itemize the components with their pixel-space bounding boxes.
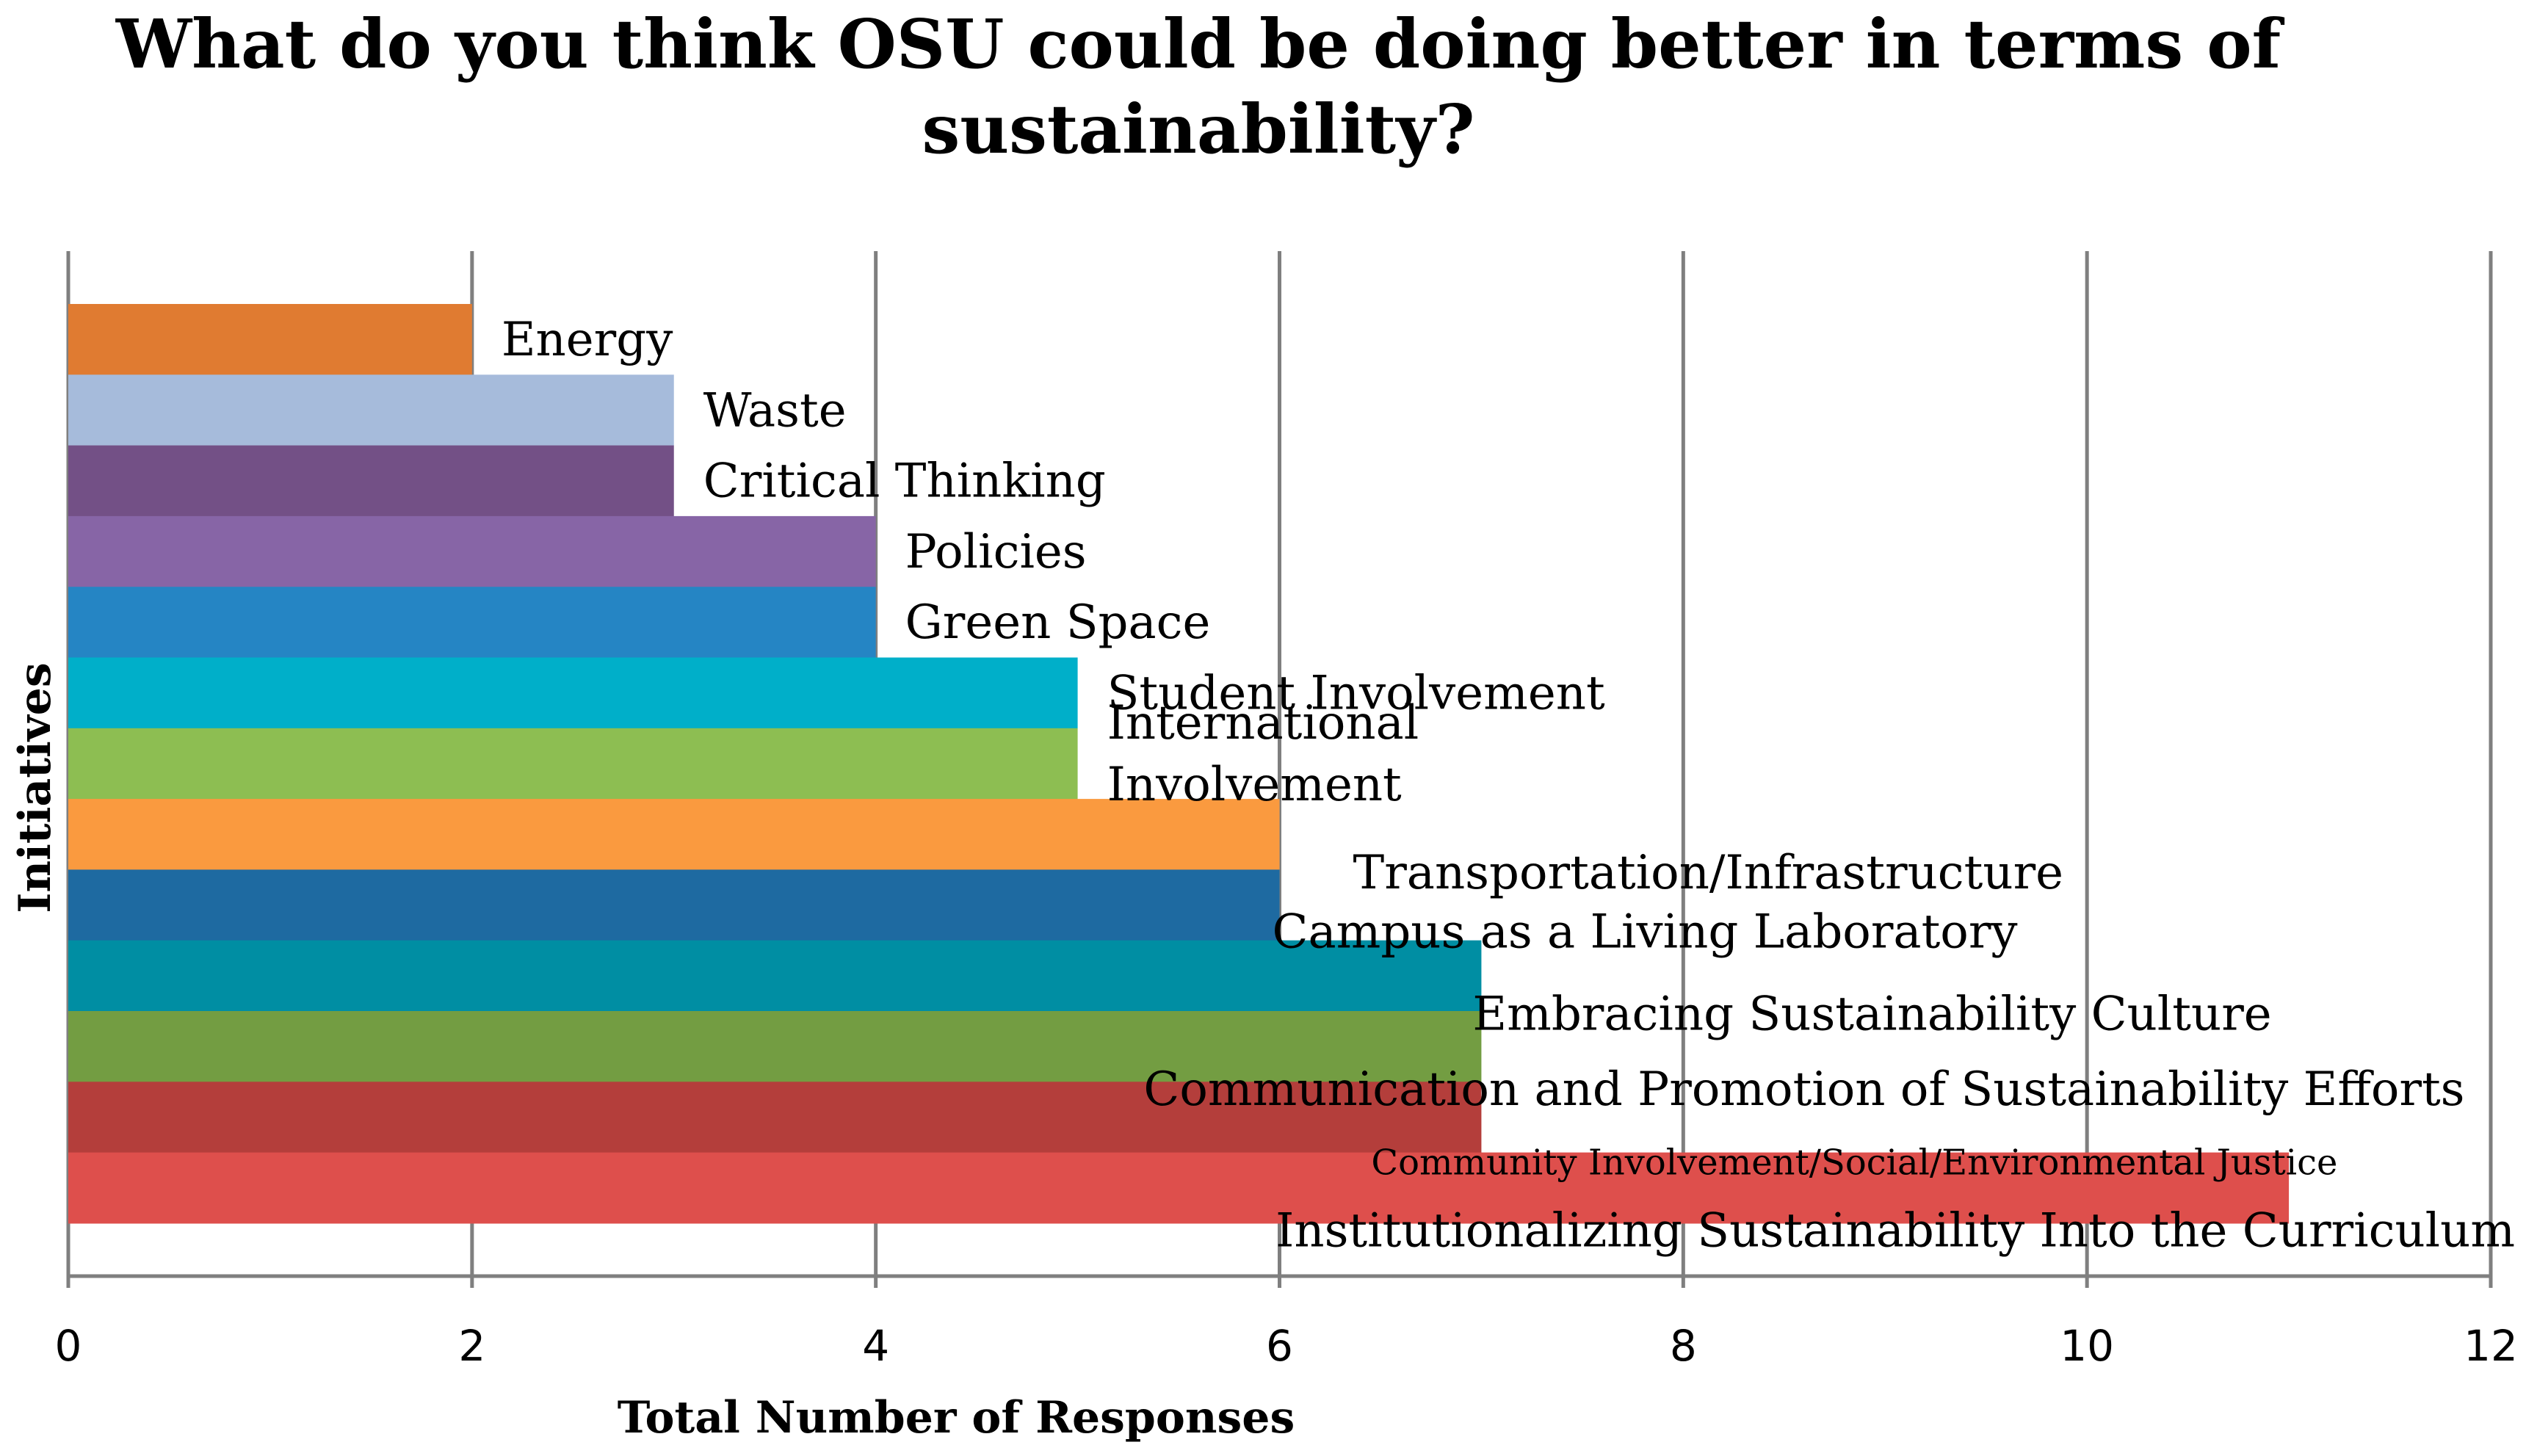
bar — [68, 374, 674, 446]
bar — [68, 728, 1078, 800]
bar-data-label: Community Involvement/Social/Environment… — [1371, 1142, 2337, 1183]
bar-data-label: Institutionalizing Sustainability Into t… — [1275, 1204, 2515, 1258]
bar-data-label: Involvement — [1107, 758, 1402, 812]
x-tick-label: 2 — [458, 1321, 485, 1371]
bar — [68, 304, 472, 375]
bar-data-label: International — [1107, 696, 1419, 750]
bar — [68, 940, 1482, 1012]
bar — [68, 869, 1280, 941]
x-tick-label: 8 — [1670, 1321, 1697, 1371]
bar-data-label: Energy — [502, 313, 673, 367]
bar — [68, 445, 674, 517]
x-axis-title: Total Number of Responses — [618, 1392, 1295, 1444]
bar — [68, 657, 1078, 729]
x-tick-label: 10 — [2060, 1321, 2114, 1371]
bar-data-label: Communication and Promotion of Sustainab… — [1143, 1062, 2464, 1117]
bar-data-label: Embracing Sustainability Culture — [1472, 988, 2271, 1042]
bar-data-label: Green Space — [905, 595, 1211, 650]
x-tick-label: 0 — [55, 1321, 82, 1371]
x-tick-label: 6 — [1266, 1321, 1293, 1371]
bar-data-label: Campus as a Living Laboratory — [1273, 905, 2018, 959]
bar — [68, 587, 876, 659]
y-axis-title: Initiatives — [10, 662, 61, 913]
bar — [68, 515, 876, 587]
x-axis: 0 2 4 6 8 10 12 — [55, 1274, 2518, 1371]
bar — [68, 1082, 1482, 1153]
bar — [68, 1152, 2290, 1224]
chart-title: What do you think OSU could be doing bet… — [115, 4, 2285, 169]
x-tick-label: 4 — [862, 1321, 889, 1371]
data-labels: Energy Waste Critical Thinking Policies Gree… — [502, 313, 2515, 1258]
bar-data-label: Transportation/Infrastructure — [1353, 846, 2064, 900]
bar-data-label: Policies — [905, 525, 1087, 579]
bar-data-label: Waste — [703, 383, 847, 438]
chart-title-line: sustainability? — [922, 90, 1474, 169]
bar-data-label: Critical Thinking — [703, 454, 1106, 509]
bar-data-label: Student Involvement — [1107, 667, 1605, 721]
bar — [68, 799, 1280, 870]
bar — [68, 1011, 1482, 1082]
x-tick-label: 12 — [2464, 1321, 2518, 1371]
bars — [68, 304, 2290, 1224]
chart-title-line: What do you think OSU could be doing bet… — [115, 4, 2285, 84]
